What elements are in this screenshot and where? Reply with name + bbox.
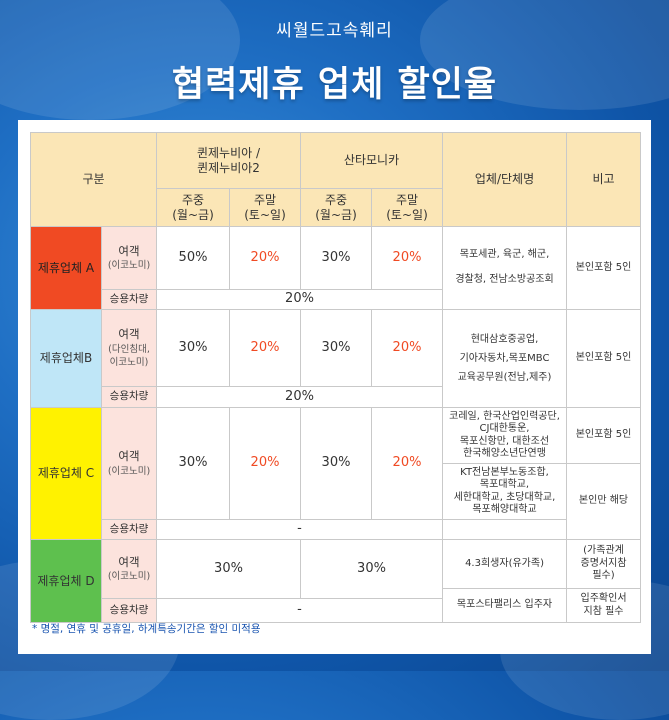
group-d-passenger: 여객 (이코노미) xyxy=(101,539,157,599)
group-c-passenger: 여객 (이코노미) xyxy=(101,407,157,520)
group-c-note-2: 본인만 해당 xyxy=(566,463,642,540)
berth-label: (다인침대, xyxy=(108,343,150,355)
page-title: 협력제휴 업체 할인율 xyxy=(171,65,498,105)
group-d-orgs-2: 목포스타팰리스 입주자 xyxy=(442,588,568,623)
header-division: 구분 xyxy=(30,132,157,227)
group-a-queen-weekend: 20% xyxy=(229,226,301,290)
org-line: 코레일, 한국산업인력공단, xyxy=(449,410,560,422)
group-c-queen-weekend: 20% xyxy=(229,407,301,520)
group-b-passenger: 여객 (다인침대, 이코노미) xyxy=(101,309,157,387)
group-a-vehicle-label: 승용차량 xyxy=(101,289,157,310)
weekday-label: 주중 xyxy=(181,192,205,207)
group-a-santa-weekday: 30% xyxy=(300,226,372,290)
group-b-note: 본인포함 5인 xyxy=(566,309,642,408)
group-d-santa-rate: 30% xyxy=(299,539,444,599)
group-d-note-1: (가족관계 증명서지참 필수) xyxy=(566,539,642,589)
note-line: 지참 필수 xyxy=(583,605,624,617)
group-d-vehicle-rate: - xyxy=(155,598,444,623)
group-b-orgs: 현대삼호중공업, 기아자동차,목포MBC 교육공무원(전남,제주) xyxy=(442,309,568,408)
weekend-range: (토~일) xyxy=(386,207,428,222)
header-queen-weekend: 주말 (토~일) xyxy=(229,188,301,227)
passenger-label: 여객 xyxy=(118,243,140,258)
economy-label: (이코노미) xyxy=(107,571,151,583)
header-santa-weekday: 주중 (월~금) xyxy=(300,188,372,227)
group-c-santa-weekend: 20% xyxy=(370,407,444,520)
group-c-label: 제휴업체 C xyxy=(30,407,102,540)
header-santa-weekend: 주말 (토~일) xyxy=(370,188,444,227)
header-queen-line2: 퀸제누비아2 xyxy=(197,160,260,175)
discount-table: 구분 퀸제누비아 / 퀸제누비아2 산타모니카 업체/단체명 비고 주중 (월~금… xyxy=(30,132,642,623)
note-line: 증명서지참 xyxy=(580,557,627,569)
group-c-orgs-2: KT전남본부노동조합, 목포대학교, 세한대학교, 초당대학교, 목포해양대학교 xyxy=(442,463,568,520)
org-line: 교육공무원(전남,제주) xyxy=(457,372,552,383)
group-a-orgs: 목포세관, 육군, 해군, 경찰청, 전남소방공조회 xyxy=(442,226,568,310)
org-line: 한국해양소년단연맹 xyxy=(463,448,546,459)
weekday-range: (월~금) xyxy=(315,207,357,222)
org-line: 목포세관, 육군, 해군, xyxy=(459,249,550,261)
group-b-santa-weekday: 30% xyxy=(300,309,372,387)
group-b-queen-weekend: 20% xyxy=(229,309,301,387)
group-d-note-2: 입주확인서 지참 필수 xyxy=(566,588,642,623)
group-b-santa-weekend: 20% xyxy=(370,309,444,387)
weekday-range: (월~금) xyxy=(172,207,214,222)
group-d-orgs-1: 4.3희생자(유가족) xyxy=(442,539,568,589)
header-note: 비고 xyxy=(566,132,642,227)
company-name: 씨월드고속훼리 xyxy=(276,21,393,41)
group-a-label: 제휴업체 A xyxy=(30,226,102,310)
weekend-label: 주말 xyxy=(253,192,277,207)
group-b-label: 제휴업체B xyxy=(30,309,102,408)
org-line: 목포신항만, 대한조선 xyxy=(459,435,550,447)
note-line: (가족관계 xyxy=(583,545,624,557)
group-b-queen-weekday: 30% xyxy=(156,309,230,387)
org-line: KT전남본부노동조합, xyxy=(460,466,549,478)
weekend-label: 주말 xyxy=(395,192,419,207)
org-line: 기아자동차,목포MBC xyxy=(459,353,550,364)
passenger-label: 여객 xyxy=(118,449,140,464)
org-line: 경찰청, 전남소방공조회 xyxy=(455,274,554,286)
group-a-vehicle-rate: 20% xyxy=(155,289,444,310)
group-a-passenger: 여객 (이코노미) xyxy=(101,226,157,290)
header-santa: 산타모니카 xyxy=(299,132,444,189)
note-line: 필수) xyxy=(592,570,615,582)
org-line: 목포해양대학교 xyxy=(472,504,537,515)
group-a-santa-weekend: 20% xyxy=(370,226,444,290)
economy-label: (이코노미) xyxy=(107,260,151,272)
group-d-vehicle-label: 승용차량 xyxy=(101,598,157,623)
header-queen: 퀸제누비아 / 퀸제누비아2 xyxy=(156,132,301,189)
economy-label: 이코노미) xyxy=(109,357,149,369)
header-queen-line1: 퀸제누비아 / xyxy=(196,145,261,160)
group-a-note: 본인포함 5인 xyxy=(566,226,642,310)
org-line: 세한대학교, 초당대학교, xyxy=(453,491,556,503)
group-a-queen-weekday: 50% xyxy=(156,226,230,290)
economy-label: (이코노미) xyxy=(107,465,151,477)
group-c-vehicle-label: 승용차량 xyxy=(101,519,157,540)
weekend-range: (토~일) xyxy=(244,207,286,222)
group-c-vehicle-rate: - xyxy=(155,519,444,540)
group-c-note-1: 본인포함 5인 xyxy=(566,407,642,464)
group-b-vehicle-rate: 20% xyxy=(155,386,444,408)
header-company: 업체/단체명 xyxy=(442,132,568,227)
passenger-label: 여객 xyxy=(118,326,140,341)
discount-panel: 구분 퀸제누비아 / 퀸제누비아2 산타모니카 업체/단체명 비고 주중 (월~금… xyxy=(18,120,651,654)
weekday-label: 주중 xyxy=(324,192,348,207)
group-d-queen-rate: 30% xyxy=(156,539,301,599)
org-line: 현대삼호중공업, xyxy=(470,334,539,345)
note-line: 입주확인서 xyxy=(580,593,627,604)
passenger-label: 여객 xyxy=(118,554,140,569)
org-line: 목포대학교, xyxy=(479,479,530,490)
group-b-vehicle-label: 승용차량 xyxy=(101,386,157,408)
group-d-label: 제휴업체 D xyxy=(30,539,102,623)
footnote: * 명절, 연휴 및 공휴일, 하계특송기간은 할인 미적용 xyxy=(32,623,261,635)
group-c-queen-weekday: 30% xyxy=(156,407,230,520)
org-line: CJ대한통운, xyxy=(479,423,530,434)
header-queen-weekday: 주중 (월~금) xyxy=(156,188,230,227)
group-c-orgs-1: 코레일, 한국산업인력공단, CJ대한통운, 목포신항만, 대한조선 한국해양소년단연… xyxy=(442,407,568,464)
group-c-santa-weekday: 30% xyxy=(300,407,372,520)
